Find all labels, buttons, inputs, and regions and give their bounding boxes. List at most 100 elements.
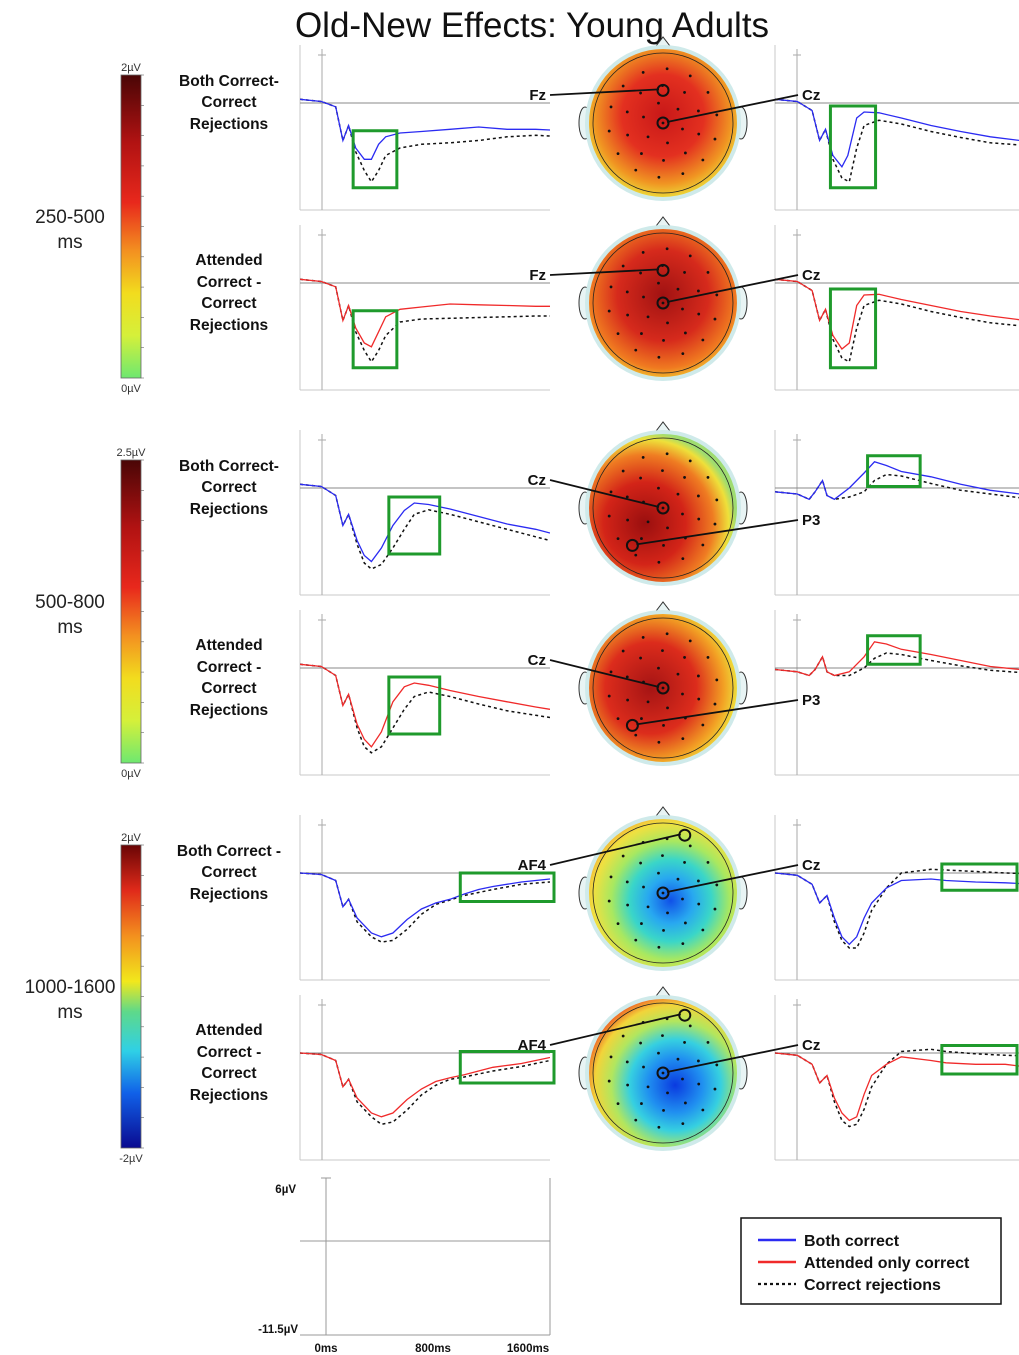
series-correct-rejections [775, 278, 1019, 363]
electrode-leader-line [636, 699, 799, 726]
electrode-dot [676, 877, 680, 881]
electrode-dot [681, 942, 685, 946]
electrode-dot [715, 883, 719, 887]
electrode-dot [657, 945, 661, 949]
left-erp-panel [299, 430, 550, 596]
condition-label-line: Both Correct- [179, 72, 279, 90]
condition-label: Attended Correct - Correct Rejections [154, 635, 304, 721]
electrode-dot [642, 885, 645, 889]
highlight-electrode [656, 116, 670, 130]
electrode-dot [683, 476, 686, 479]
highlight-electrode [656, 296, 670, 310]
legend-label: Both correct [804, 1233, 900, 1250]
electrode-leader-line [549, 659, 660, 688]
colorbar-max-label: 2µV [121, 62, 141, 74]
electrode-leader-line [666, 1044, 799, 1073]
series-condition [775, 641, 1019, 677]
electrode-dot [676, 107, 680, 111]
condition-label-line: Correct [201, 94, 257, 112]
analysis-window-box [940, 1044, 1019, 1076]
condition-label: Both Correct- Correct Rejections [154, 71, 304, 136]
electrode-dot [697, 697, 701, 701]
condition-label-line: Correct [201, 680, 257, 697]
condition-label-line: Rejections [189, 701, 269, 719]
electrode-dot [662, 928, 665, 932]
scalp-outline [592, 437, 734, 579]
scalp-topography: Cz P3 [528, 421, 820, 586]
electrode-dot [715, 293, 719, 297]
electrode-dot [640, 717, 643, 720]
condition-label-line: Correct - [196, 658, 262, 676]
series-condition [775, 278, 1019, 350]
electrode-dot [683, 271, 686, 274]
colorbar-min-label: 0µV [121, 383, 141, 395]
series-correct-rejections [775, 1048, 1019, 1128]
figure-title: Old-New Effects: Young Adults [294, 6, 770, 45]
electrode-dot [642, 295, 645, 299]
highlight-electrode [656, 501, 670, 515]
electrode-dot [657, 871, 660, 875]
right-electrode-label: P3 [802, 512, 820, 529]
electrode-dot [634, 733, 638, 737]
electrode-dot [688, 844, 692, 848]
series-correct-rejections [300, 663, 550, 754]
electrode-dot [616, 537, 620, 541]
left-electrode-label: Fz [529, 267, 546, 284]
scalp-outline [592, 617, 734, 759]
electrode-dot [684, 331, 687, 335]
colorbar-max-label: 2µV [121, 832, 141, 844]
electrode-dot [609, 105, 613, 109]
electrode-dot [681, 307, 684, 311]
electrode-dot [701, 723, 705, 727]
left-electrode-label: Cz [528, 652, 546, 669]
electrode-dot [665, 247, 669, 251]
left-erp-panel [299, 45, 550, 211]
series-correct-rejections [300, 483, 550, 570]
electrode-dot [634, 348, 638, 352]
colorbar-max-label: 2.5µV [117, 447, 147, 459]
electrode-dot [666, 526, 669, 530]
electrode-dot [697, 1059, 700, 1063]
electrode-dot [607, 309, 611, 313]
electrode-dot [609, 490, 613, 494]
electrode-dot [713, 317, 717, 321]
electrode-dot [683, 656, 686, 659]
electrode-dot [609, 875, 613, 879]
series-correct-rejections [300, 278, 550, 364]
electrode-dot [681, 352, 685, 356]
electrode-dot [662, 338, 665, 342]
right-erp-panel [774, 225, 1019, 391]
scalp-topography: AF4 Cz [518, 986, 820, 1151]
electrode-dot [715, 678, 719, 682]
electrode-dot [713, 522, 717, 526]
electrode-dot [713, 137, 717, 141]
electrode-dot [661, 686, 665, 690]
electrode-dot [607, 899, 611, 903]
electrode-dot [634, 553, 638, 557]
condition-label: Attended Correct - Correct Rejections [154, 1020, 304, 1106]
condition-label-line: Correct - [196, 273, 262, 291]
electrode-dot [639, 271, 642, 275]
electrode-dot [634, 938, 638, 942]
electrode-leader-line [666, 864, 799, 893]
electrode-dot [666, 911, 669, 915]
electrode-dot [626, 903, 629, 907]
electrode-dot [676, 287, 680, 291]
electrode-dot [676, 492, 680, 496]
left-electrode-label: AF4 [518, 1037, 547, 1054]
electrode-dot [697, 1082, 701, 1086]
electrode-dot [697, 132, 701, 136]
electrode-dot [713, 702, 717, 706]
condition-label-line: Attended [195, 637, 263, 654]
electrode-dot [681, 897, 684, 901]
highlight-electrode [656, 263, 670, 277]
condition-label-line: Attended [195, 252, 263, 269]
analysis-window-box [387, 495, 442, 556]
left-erp-panel [299, 610, 550, 776]
electrode-dot [681, 1077, 684, 1081]
electrode-dot [646, 905, 650, 909]
electrode-dot [697, 289, 700, 293]
analysis-window-box [387, 675, 442, 736]
electrode-dot [646, 135, 650, 139]
